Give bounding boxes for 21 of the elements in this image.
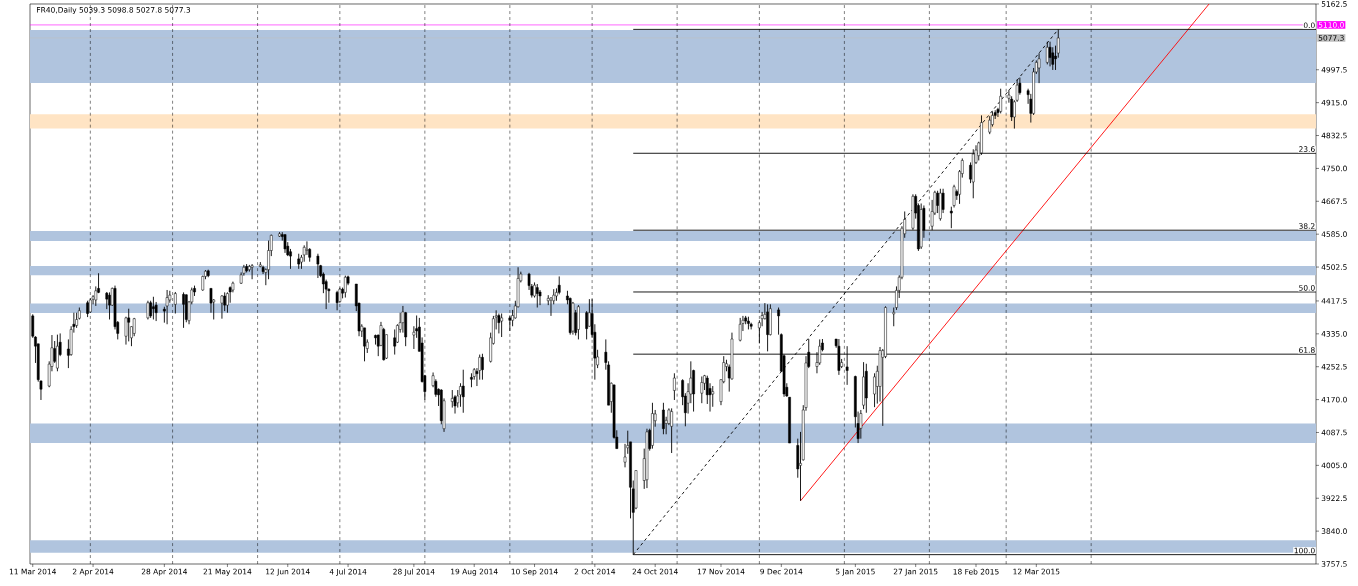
candlestick bbox=[401, 305, 405, 334]
candlestick bbox=[1051, 46, 1055, 71]
candlestick bbox=[393, 328, 397, 356]
candlestick bbox=[453, 394, 457, 414]
candlestick bbox=[999, 88, 1003, 114]
candlestick bbox=[949, 206, 953, 229]
candlestick bbox=[56, 334, 59, 372]
candlestick bbox=[711, 385, 715, 408]
candlestick bbox=[1048, 41, 1052, 67]
candlestick bbox=[283, 234, 287, 254]
candlestick bbox=[289, 248, 292, 270]
candlestick bbox=[585, 310, 588, 340]
candlestick bbox=[220, 294, 224, 320]
candlestick bbox=[892, 307, 896, 327]
candlestick bbox=[154, 301, 158, 322]
candlestick bbox=[497, 313, 501, 334]
candlestick bbox=[500, 313, 503, 338]
candlestick bbox=[859, 409, 863, 440]
candlestick bbox=[662, 402, 665, 435]
candlestick bbox=[577, 304, 580, 340]
candlestick bbox=[481, 353, 484, 381]
